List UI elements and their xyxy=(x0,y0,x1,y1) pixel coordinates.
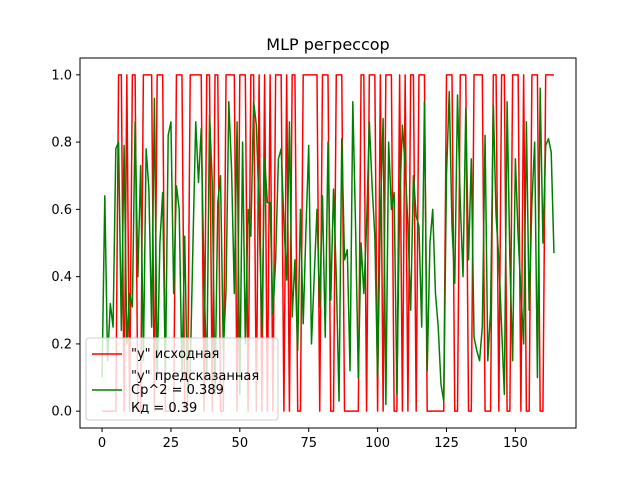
legend-box xyxy=(85,337,279,421)
x-tick-label: 75 xyxy=(300,436,317,451)
legend-label-original: "y" исходная xyxy=(131,347,219,362)
y-tick-label: 0.4 xyxy=(51,270,72,285)
x-tick-label: 50 xyxy=(232,436,249,451)
x-tick-label: 0 xyxy=(98,436,106,451)
x-tick-label: 100 xyxy=(365,436,390,451)
x-tick-label: 150 xyxy=(503,436,528,451)
y-tick-label: 0.6 xyxy=(51,203,72,218)
y-tick-label: 0.8 xyxy=(51,136,72,151)
axes-frame xyxy=(79,57,577,429)
chart-title: MLP регрессор xyxy=(266,35,389,54)
legend-label-predicted: "y" предсказанная xyxy=(131,369,259,384)
y-tick-label: 0.2 xyxy=(51,337,72,352)
series-layer xyxy=(101,74,555,412)
y-tick-label: 0.0 xyxy=(51,405,72,420)
series-line-predicted xyxy=(101,87,555,406)
legend: "y" исходная "y" предсказанная Ср^2 = 0.… xyxy=(85,337,279,421)
y-tick-label: 1.0 xyxy=(51,68,72,83)
series-line-original xyxy=(102,74,554,412)
x-tick-label: 25 xyxy=(163,436,180,451)
legend-label-r2: Ср^2 = 0.389 xyxy=(131,383,224,398)
x-tick-label: 125 xyxy=(434,436,459,451)
plot-area xyxy=(101,74,555,412)
ticks-layer: 0 25 50 75 100 125 150 0.0 0.2 0.4 0.6 0.8 1.0 xyxy=(51,68,527,451)
legend-label-kd: Кд = 0.39 xyxy=(131,401,197,416)
